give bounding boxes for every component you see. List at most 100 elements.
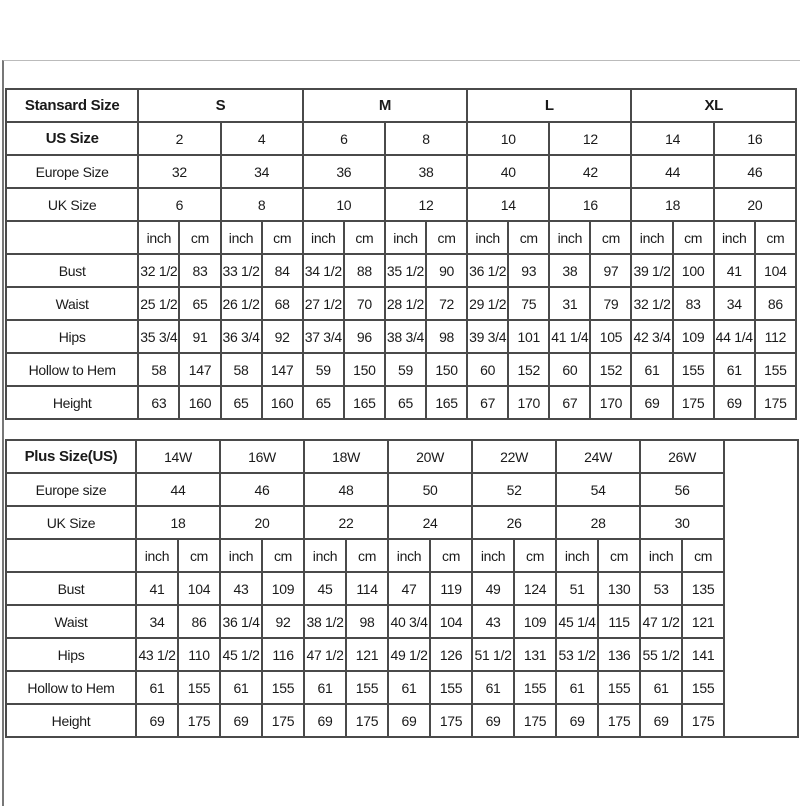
measurement-value: 61 bbox=[303, 670, 348, 705]
measurement-value: 41 bbox=[712, 253, 756, 288]
unit-label: inch bbox=[219, 220, 263, 255]
measurement-value: 160 bbox=[260, 385, 304, 420]
size-value: 38 bbox=[383, 154, 469, 189]
size-value: 16 bbox=[548, 187, 633, 222]
measurement-value: 165 bbox=[342, 385, 386, 420]
size-value: 28 bbox=[555, 505, 642, 540]
measurement-value: 98 bbox=[424, 319, 469, 354]
measurement-value: 37 3/4 bbox=[301, 319, 345, 354]
measurement-value: 65 bbox=[301, 385, 345, 420]
measurement-row: Waist 34 86 36 1/4 92 38 1/2 98 40 3/4 104 43 109 4… bbox=[5, 604, 798, 639]
size-row: Europe Size 32 34 36 38 40 42 44 46 bbox=[4, 154, 798, 189]
measurement-value: 150 bbox=[424, 352, 469, 387]
row-label: Waist bbox=[5, 604, 137, 639]
measurement-value: 155 bbox=[429, 670, 474, 705]
measurement-value: 79 bbox=[589, 286, 633, 321]
unit-label: cm bbox=[589, 220, 633, 255]
measurement-value: 47 1/2 bbox=[303, 637, 348, 672]
header-label: Stansard Size bbox=[4, 88, 140, 123]
size-value: 52 bbox=[471, 472, 558, 507]
size-value: 42 bbox=[548, 154, 633, 189]
size-header: 20W bbox=[387, 439, 474, 474]
measurement-value: 61 bbox=[712, 352, 756, 387]
size-value: 46 bbox=[712, 154, 798, 189]
row-label: Height bbox=[5, 703, 137, 738]
measurement-value: 43 bbox=[471, 604, 516, 639]
unit-label: cm bbox=[176, 538, 222, 573]
measurement-value: 124 bbox=[513, 571, 558, 606]
measurement-value: 42 3/4 bbox=[630, 319, 674, 354]
unit-label: cm bbox=[507, 220, 551, 255]
size-value: 46 bbox=[219, 472, 306, 507]
measurement-value: 45 1/4 bbox=[555, 604, 600, 639]
unit-label: cm bbox=[429, 538, 474, 573]
size-header: 22W bbox=[471, 439, 558, 474]
size-value: 22 bbox=[303, 505, 390, 540]
blank-cell bbox=[4, 220, 140, 255]
measurement-value: 141 bbox=[681, 637, 726, 672]
size-value: 6 bbox=[137, 187, 222, 222]
measurement-value: 170 bbox=[589, 385, 633, 420]
measurement-value: 121 bbox=[345, 637, 390, 672]
measurement-value: 155 bbox=[753, 352, 798, 387]
measurement-value: 170 bbox=[507, 385, 551, 420]
unit-label: inch bbox=[466, 220, 510, 255]
measurement-value: 60 bbox=[548, 352, 592, 387]
unit-label: cm bbox=[681, 538, 726, 573]
measurement-value: 36 1/2 bbox=[466, 253, 510, 288]
size-value: 48 bbox=[303, 472, 390, 507]
measurement-value: 55 1/2 bbox=[639, 637, 684, 672]
measurement-value: 53 1/2 bbox=[555, 637, 600, 672]
header-row: Plus Size(US) 14W 16W 18W 20W 22W 24W 26W bbox=[5, 439, 800, 738]
row-label: Height bbox=[4, 385, 140, 420]
measurement-value: 130 bbox=[597, 571, 642, 606]
units-row: inch cm inch cm inch cm inch cm inch cm inch cm inch… bbox=[5, 538, 798, 573]
measurement-value: 155 bbox=[513, 670, 558, 705]
measurement-value: 61 bbox=[555, 670, 600, 705]
measurement-value: 98 bbox=[345, 604, 390, 639]
unit-label: cm bbox=[597, 538, 642, 573]
measurement-value: 119 bbox=[429, 571, 474, 606]
size-value: 14 bbox=[466, 187, 551, 222]
size-header: 24W bbox=[555, 439, 642, 474]
measurement-value: 61 bbox=[639, 670, 684, 705]
measurement-value: 36 1/4 bbox=[219, 604, 264, 639]
unit-label: inch bbox=[471, 538, 516, 573]
measurement-value: 44 1/4 bbox=[712, 319, 756, 354]
measurement-value: 90 bbox=[424, 253, 469, 288]
measurement-value: 63 bbox=[137, 385, 181, 420]
measurement-value: 115 bbox=[597, 604, 642, 639]
measurement-value: 175 bbox=[176, 703, 222, 738]
measurement-value: 69 bbox=[630, 385, 674, 420]
measurement-value: 38 3/4 bbox=[383, 319, 428, 354]
measurement-value: 86 bbox=[753, 286, 798, 321]
unit-label: cm bbox=[424, 220, 469, 255]
size-value: 8 bbox=[383, 121, 469, 156]
measurement-value: 43 bbox=[219, 571, 264, 606]
measurement-value: 155 bbox=[345, 670, 390, 705]
measurement-value: 150 bbox=[342, 352, 386, 387]
measurement-value: 165 bbox=[424, 385, 469, 420]
size-value: 54 bbox=[555, 472, 642, 507]
units-row: inch cm inch cm inch cm inch cm inch cm inch cm inch… bbox=[4, 220, 798, 255]
measurement-value: 136 bbox=[597, 637, 642, 672]
size-value: 2 bbox=[137, 121, 222, 156]
unit-label: inch bbox=[219, 538, 264, 573]
header-label: Plus Size(US) bbox=[5, 439, 137, 474]
measurement-value: 152 bbox=[507, 352, 551, 387]
size-value: 4 bbox=[219, 121, 304, 156]
header-row: Stansard Size S M L XL bbox=[4, 88, 797, 123]
measurement-value: 49 1/2 bbox=[387, 637, 432, 672]
unit-label: cm bbox=[753, 220, 798, 255]
measurement-value: 69 bbox=[219, 703, 264, 738]
measurement-value: 40 3/4 bbox=[387, 604, 432, 639]
size-group-header: XL bbox=[630, 88, 797, 123]
measurement-row: Hips 43 1/2 110 45 1/2 116 47 1/2 121 49 1/2 126… bbox=[5, 637, 798, 672]
measurement-value: 152 bbox=[589, 352, 633, 387]
size-header: 18W bbox=[303, 439, 390, 474]
unit-label: cm bbox=[260, 220, 304, 255]
size-row: UK Size 18 20 22 24 26 28 30 bbox=[5, 505, 798, 540]
measurement-row: Hips 35 3/4 91 36 3/4 92 37 3/4 96 38 3/4 98 39 3… bbox=[4, 319, 798, 354]
blank-column bbox=[723, 439, 800, 738]
measurement-value: 65 bbox=[219, 385, 263, 420]
